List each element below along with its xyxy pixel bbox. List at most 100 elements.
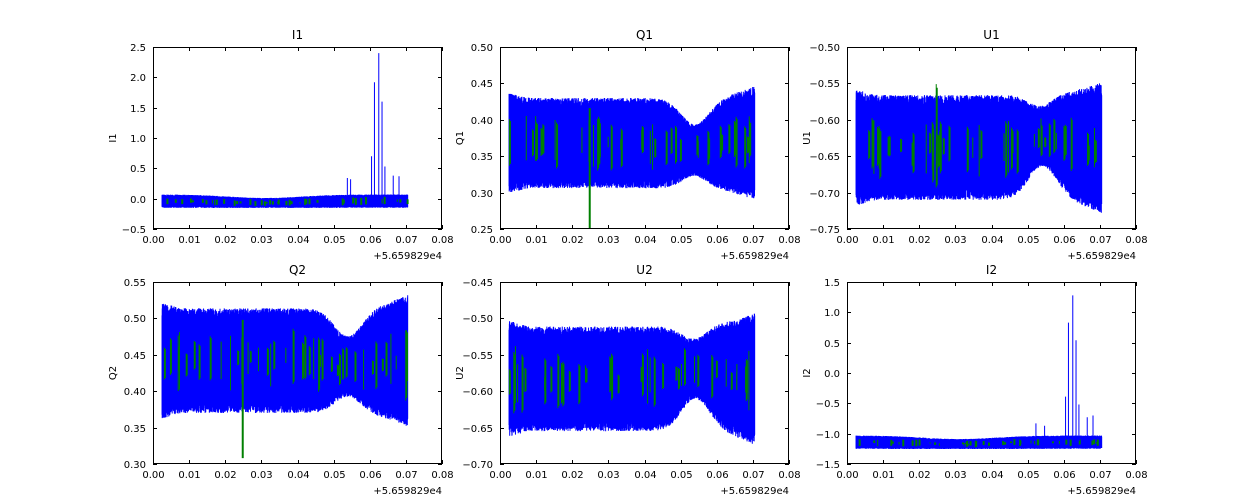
ytick-label-U2-3: −0.55 bbox=[462, 351, 493, 362]
subplot-U2: 0.00 0.01 0.02 0.03 0.04 0.05 0.06 0.07 0.08 −0.7… bbox=[347, 235, 817, 500]
xtick-label-I1-3: 0.03 bbox=[250, 235, 272, 246]
axes-frame-U2 bbox=[500, 282, 789, 464]
xtick-label-Q2-1: 0.01 bbox=[178, 470, 200, 481]
xtick-label-Q2-4: 0.04 bbox=[287, 470, 309, 481]
xtick-label-I2-6: 0.06 bbox=[1053, 470, 1075, 481]
xtick-label-I2-2: 0.02 bbox=[908, 470, 930, 481]
data-layer-Q2 bbox=[161, 295, 409, 459]
xtick-label-I1-5: 0.05 bbox=[323, 235, 345, 246]
ytick-label-U2-4: −0.50 bbox=[462, 314, 493, 325]
series-green-U2 bbox=[508, 346, 750, 414]
xtick-label-U1-4: 0.04 bbox=[981, 235, 1003, 246]
ytick-label-I1-4: 1.5 bbox=[130, 104, 146, 115]
xtick-label-I1-8: 0.08 bbox=[431, 235, 453, 246]
plot-svg-Q2[interactable]: 0.00 0.01 0.02 0.03 0.04 0.05 0.06 0.07 0.08 0.30… bbox=[0, 235, 470, 500]
xtick-label-U2-6: 0.06 bbox=[706, 470, 728, 481]
y-axis-label-I1: I1 bbox=[108, 133, 119, 142]
xtick-label-U2-3: 0.03 bbox=[597, 470, 619, 481]
ytick-label-U1-2: −0.65 bbox=[809, 152, 840, 163]
subplot-I1: 0.00 0.01 0.02 0.03 0.04 0.05 0.06 0.07 0.08 −0.5… bbox=[0, 0, 470, 265]
plot-title-Q1: Q1 bbox=[636, 28, 653, 42]
xtick-label-Q1-3: 0.03 bbox=[597, 235, 619, 246]
xtick-label-Q1-8: 0.08 bbox=[778, 235, 800, 246]
series-green-U1 bbox=[868, 84, 1097, 188]
plot-svg-I2[interactable]: 0.00 0.01 0.02 0.03 0.04 0.05 0.06 0.07 0.08 −1.5… bbox=[694, 235, 1164, 500]
xtick-label-Q1-5: 0.05 bbox=[670, 235, 692, 246]
ytick-label-I2-5: 1.0 bbox=[824, 308, 840, 319]
ytick-label-I2-1: −1.0 bbox=[816, 430, 840, 441]
ytick-label-I1-3: 1.0 bbox=[130, 134, 146, 145]
series-green-I1 bbox=[166, 196, 409, 207]
xtick-label-U1-5: 0.05 bbox=[1017, 235, 1039, 246]
plot-title-I1: I1 bbox=[292, 28, 303, 42]
subplot-Q2: 0.00 0.01 0.02 0.03 0.04 0.05 0.06 0.07 0.08 0.30… bbox=[0, 235, 470, 500]
xtick-label-I2-5: 0.05 bbox=[1017, 470, 1039, 481]
xtick-label-Q2-8: 0.08 bbox=[431, 470, 453, 481]
xtick-label-I2-1: 0.01 bbox=[872, 470, 894, 481]
xtick-label-U1-2: 0.02 bbox=[908, 235, 930, 246]
plot-title-I2: I2 bbox=[986, 263, 997, 277]
xtick-label-Q2-2: 0.02 bbox=[214, 470, 236, 481]
plot-svg-I1[interactable]: 0.00 0.01 0.02 0.03 0.04 0.05 0.06 0.07 0.08 −0.5… bbox=[0, 0, 470, 265]
xtick-label-Q2-5: 0.05 bbox=[323, 470, 345, 481]
ytick-label-Q2-0: 0.30 bbox=[124, 460, 146, 471]
xtick-label-U1-0: 0.00 bbox=[836, 235, 858, 246]
xtick-label-U2-0: 0.00 bbox=[489, 470, 511, 481]
xtick-label-U2-8: 0.08 bbox=[778, 470, 800, 481]
xtick-label-Q1-7: 0.07 bbox=[742, 235, 764, 246]
xtick-label-Q1-1: 0.01 bbox=[525, 235, 547, 246]
plot-svg-U1[interactable]: 0.00 0.01 0.02 0.03 0.04 0.05 0.06 0.07 0.08 −0.7… bbox=[694, 0, 1164, 265]
ytick-label-U2-2: −0.60 bbox=[462, 387, 493, 398]
ytick-label-Q1-4: 0.45 bbox=[471, 79, 493, 90]
ytick-label-Q2-2: 0.40 bbox=[124, 387, 146, 398]
xtick-label-I1-2: 0.02 bbox=[214, 235, 236, 246]
xtick-label-U2-4: 0.04 bbox=[634, 470, 656, 481]
xtick-label-U2-5: 0.05 bbox=[670, 470, 692, 481]
xtick-label-Q1-2: 0.02 bbox=[561, 235, 583, 246]
x-offset-text-U1: +5.659829e4 bbox=[1067, 251, 1136, 262]
xtick-label-I1-1: 0.01 bbox=[178, 235, 200, 246]
ytick-label-I2-0: −1.5 bbox=[816, 460, 840, 471]
xtick-label-U2-7: 0.07 bbox=[742, 470, 764, 481]
ytick-label-Q2-3: 0.45 bbox=[124, 351, 146, 362]
y-axis-label-Q1: Q1 bbox=[455, 131, 466, 145]
plot-svg-U2[interactable]: 0.00 0.01 0.02 0.03 0.04 0.05 0.06 0.07 0.08 −0.7… bbox=[347, 235, 817, 500]
xtick-label-U1-6: 0.06 bbox=[1053, 235, 1075, 246]
ytick-label-Q1-5: 0.50 bbox=[471, 43, 493, 54]
xtick-label-Q2-0: 0.00 bbox=[142, 470, 164, 481]
data-layer-I1 bbox=[161, 53, 409, 208]
ytick-label-Q2-1: 0.35 bbox=[124, 424, 146, 435]
plot-svg-Q1[interactable]: 0.00 0.01 0.02 0.03 0.04 0.05 0.06 0.07 0.08 0.25… bbox=[347, 0, 817, 265]
ytick-label-Q2-4: 0.50 bbox=[124, 314, 146, 325]
series-blue-Q1 bbox=[508, 87, 756, 199]
plot-area-I2 bbox=[847, 282, 1136, 464]
ytick-label-U1-5: −0.50 bbox=[809, 43, 840, 54]
data-layer-U1 bbox=[855, 83, 1103, 213]
xtick-label-Q1-0: 0.00 bbox=[489, 235, 511, 246]
xtick-label-I1-6: 0.06 bbox=[359, 235, 381, 246]
ytick-label-U2-1: −0.65 bbox=[462, 424, 493, 435]
y-axis-label-U2: U2 bbox=[455, 366, 466, 380]
xtick-label-I1-4: 0.04 bbox=[287, 235, 309, 246]
plot-title-U1: U1 bbox=[983, 28, 999, 42]
ytick-label-Q1-2: 0.35 bbox=[471, 152, 493, 163]
xtick-label-I1-0: 0.00 bbox=[142, 235, 164, 246]
x-offset-text-Q2: +5.659829e4 bbox=[373, 486, 442, 497]
ytick-label-I1-6: 2.5 bbox=[130, 43, 146, 54]
series-green-Q2 bbox=[163, 319, 408, 459]
ytick-label-I1-2: 0.5 bbox=[130, 164, 146, 175]
ytick-label-I1-1: 0.0 bbox=[130, 195, 146, 206]
ytick-label-U1-4: −0.55 bbox=[809, 79, 840, 90]
ytick-label-I1-5: 2.0 bbox=[130, 73, 146, 84]
series-blue-U2 bbox=[508, 313, 756, 444]
ytick-label-I1-0: −0.5 bbox=[122, 225, 146, 236]
xtick-label-Q1-4: 0.04 bbox=[634, 235, 656, 246]
xtick-label-I2-8: 0.08 bbox=[1125, 470, 1147, 481]
xtick-label-Q1-6: 0.06 bbox=[706, 235, 728, 246]
xtick-label-I1-7: 0.07 bbox=[395, 235, 417, 246]
plot-title-Q2: Q2 bbox=[289, 263, 306, 277]
series-green-I2 bbox=[858, 439, 1099, 448]
xtick-label-U1-3: 0.03 bbox=[944, 235, 966, 246]
ytick-label-Q1-0: 0.25 bbox=[471, 225, 493, 236]
